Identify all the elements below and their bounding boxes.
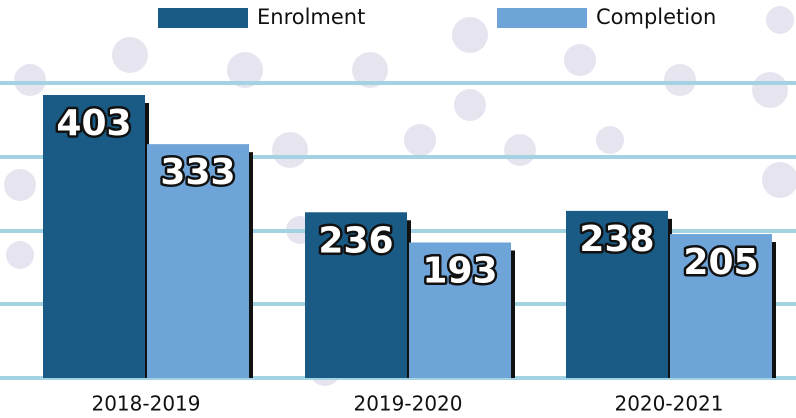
dot [454,89,486,121]
dot [766,6,794,34]
legend-swatch [158,8,248,28]
dot [752,72,788,108]
dot [14,64,46,96]
value-label: 193 [422,250,497,291]
legend-label: Enrolment [257,5,365,29]
dot [272,132,308,168]
value-label: 403 [56,103,131,144]
bar-shadow [772,242,776,378]
dot [596,126,624,154]
dot [352,52,388,88]
bar [670,234,772,378]
dot [404,124,436,156]
dot [227,52,263,88]
value-label: 238 [579,219,654,260]
x-tick-label: 2020-2021 [614,392,723,416]
bar-shadow [249,152,253,378]
dot [664,64,696,96]
legend-label: Completion [596,5,716,29]
bar [43,95,145,378]
bar [147,144,249,378]
value-label: 236 [318,220,393,261]
dot [452,17,488,53]
x-tick-label: 2018-2019 [91,392,200,416]
legend-swatch [497,8,587,28]
bar [409,242,511,378]
bar [566,210,668,378]
dot [564,44,596,76]
dot [762,162,796,198]
value-label: 205 [683,242,758,283]
dot [4,169,36,201]
dot [112,37,148,73]
value-label: 333 [160,152,235,193]
x-tick-label: 2019-2020 [353,392,462,416]
dot [504,134,536,166]
bar [305,212,407,378]
dot [6,241,34,269]
bar-shadow [511,250,515,378]
